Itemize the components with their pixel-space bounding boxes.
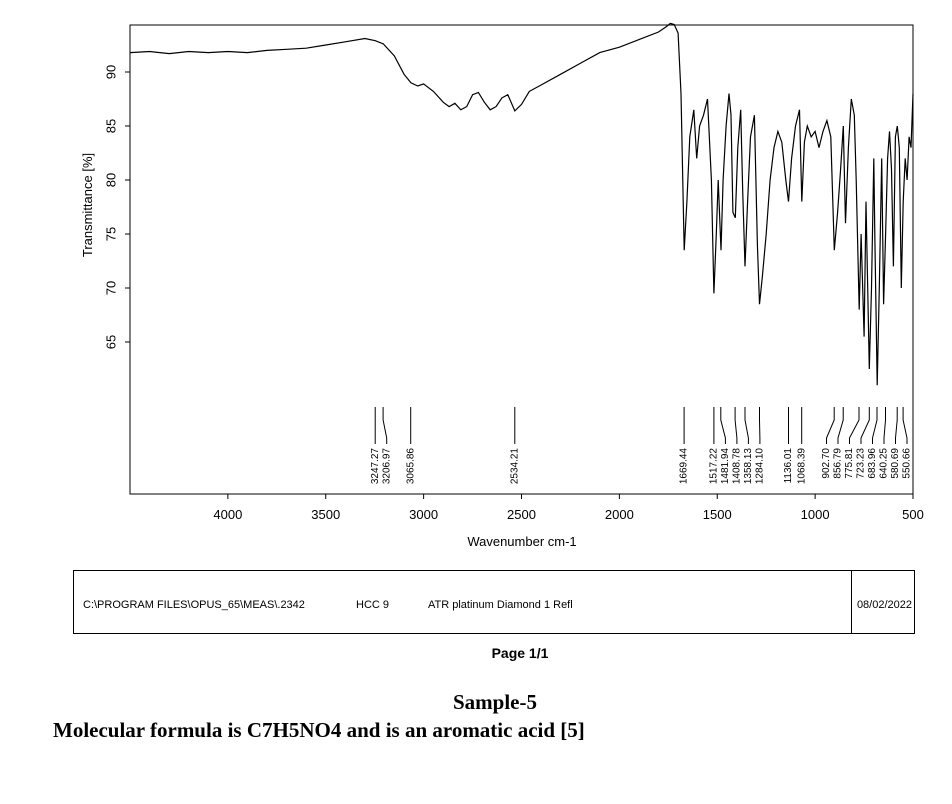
y-tick-label: 80 [103, 173, 118, 187]
peak-label: 580.69 [890, 448, 901, 479]
peak-label: 2534.21 [509, 448, 520, 485]
x-tick-label: 2000 [605, 507, 634, 522]
peak-label: 1517.22 [709, 448, 720, 485]
peak-label: 1136.01 [783, 448, 794, 484]
x-tick-label: 1000 [801, 507, 830, 522]
peak-label: 3206.97 [381, 448, 392, 485]
footer-method: ATR platinum Diamond 1 Refl [428, 599, 573, 611]
peak-label: 1284.10 [755, 448, 766, 485]
x-axis: 4000 3500 3000 2500 2000 1500 1000 500 [213, 494, 924, 522]
footer-sample: HCC 9 [356, 599, 390, 611]
y-tick-label: 65 [103, 335, 118, 349]
spectrum-line [129, 22, 914, 386]
peak-marker-line [734, 407, 738, 444]
peak-marker-line [826, 407, 835, 444]
peak-label: 1068.39 [796, 448, 807, 485]
peak-marker-line [872, 407, 878, 444]
peak-marker-line [902, 407, 908, 444]
y-axis: 65 70 75 80 85 90 [103, 65, 130, 349]
x-tick-label: 1500 [703, 507, 732, 522]
y-tick-label: 75 [103, 227, 118, 241]
x-tick-label: 2500 [507, 507, 536, 522]
x-tick-label: 3500 [311, 507, 340, 522]
peak-label: 723.23 [856, 448, 867, 479]
peak-label: 3065.86 [405, 448, 416, 485]
sample-title: Sample-5 [453, 690, 537, 714]
peak-marker-line [895, 407, 898, 444]
peak-label: 1481.94 [720, 448, 731, 485]
y-tick-label: 90 [103, 65, 118, 79]
ir-spectrum-chart: 65 70 75 80 85 90 4000 3500 3000 2500 2000 1500 100… [80, 22, 924, 549]
footer-date: 08/02/2022 [856, 599, 912, 611]
footer-box: C:\PROGRAM FILES\OPUS_65\MEAS\.2342 HCC … [73, 570, 915, 634]
footer-info: C:\PROGRAM FILES\OPUS_65\MEAS\.2342 HCC … [74, 571, 852, 633]
x-tick-label: 4000 [213, 507, 242, 522]
caption: Molecular formula is C7H5NO4 and is an a… [53, 718, 585, 742]
x-tick-label: 3000 [409, 507, 438, 522]
page-label: Page 1/1 [491, 645, 549, 661]
peak-marker-line [860, 407, 870, 444]
footer-path: C:\PROGRAM FILES\OPUS_65\MEAS\.2342 [83, 599, 305, 611]
peak-label: 775.81 [844, 448, 855, 479]
plot-frame [129, 24, 914, 495]
peak-markers: 3247.27 3206.97 3065.86 2534.21 1669.44 1517.… [370, 407, 913, 484]
peak-label: 683.96 [867, 448, 878, 479]
peak-label: 550.66 [902, 448, 913, 479]
x-tick-label: 500 [902, 507, 924, 522]
peak-label: 640.25 [879, 448, 890, 479]
peak-label: 1358.13 [743, 448, 754, 485]
peak-marker-line [744, 407, 749, 444]
peak-label: 1408.78 [732, 448, 743, 485]
peak-marker-line [883, 407, 886, 444]
peak-marker-line [837, 407, 844, 444]
peak-label: 3247.27 [370, 448, 381, 485]
peak-marker-line [849, 407, 860, 444]
peak-marker-line [720, 407, 726, 444]
peak-marker-line [382, 407, 388, 444]
peak-label: 902.70 [821, 448, 832, 479]
y-axis-label: Transmittance [%] [80, 153, 95, 257]
peak-label: 1669.44 [679, 448, 690, 485]
y-tick-label: 85 [103, 119, 118, 133]
y-tick-label: 70 [103, 281, 118, 295]
peak-label: 856.79 [833, 448, 844, 479]
x-axis-label: Wavenumber cm-1 [467, 534, 576, 549]
